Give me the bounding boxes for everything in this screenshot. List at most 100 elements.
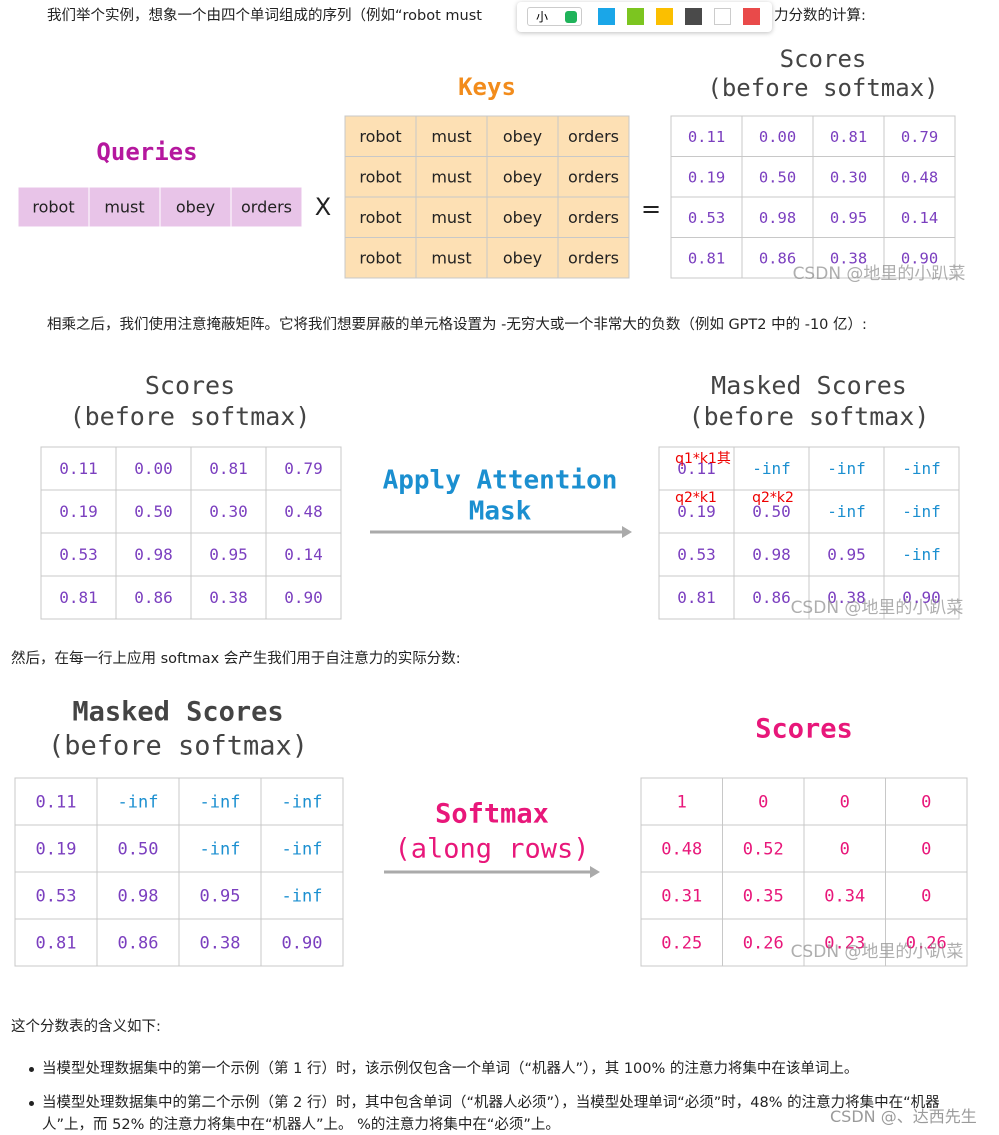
cell-text: 0.81 bbox=[59, 588, 98, 607]
grid-cell bbox=[812, 156, 885, 198]
cell-text: 0.11 bbox=[36, 793, 77, 813]
grid-cell bbox=[803, 777, 886, 826]
cell-text: 0.95 bbox=[209, 545, 248, 564]
cell-text: orders bbox=[568, 167, 619, 186]
cell-text: -inf bbox=[282, 793, 323, 813]
grid-cell bbox=[40, 446, 117, 491]
grid-cell bbox=[115, 489, 192, 534]
grid-cell bbox=[557, 115, 630, 157]
cell-text: 0.98 bbox=[759, 209, 796, 227]
grid-cell bbox=[96, 918, 180, 967]
cell-text: 0.95 bbox=[827, 545, 866, 564]
grid-cell bbox=[640, 918, 723, 967]
cell-text: 0.53 bbox=[688, 209, 725, 227]
grid-cell bbox=[883, 237, 956, 279]
color-swatch[interactable] bbox=[743, 8, 760, 25]
cell-text: 0 bbox=[840, 793, 850, 813]
cell-text: robot bbox=[359, 167, 401, 186]
grid-cell bbox=[557, 196, 630, 238]
cell-text: 0.38 bbox=[209, 588, 248, 607]
cell-text: robot bbox=[359, 208, 401, 227]
cell-text: 0.53 bbox=[59, 545, 98, 564]
cell-text: robot bbox=[359, 127, 401, 146]
grid-cell bbox=[190, 532, 267, 577]
cell-text: 0.30 bbox=[209, 502, 248, 521]
cell-text: orders bbox=[568, 248, 619, 267]
figure-title: (before softmax) bbox=[707, 74, 938, 102]
grid-cell bbox=[883, 115, 956, 157]
grid-cell bbox=[733, 446, 810, 491]
cell-text: must bbox=[104, 198, 144, 217]
cell-text: 0.11 bbox=[688, 128, 725, 146]
cell-text: 0.86 bbox=[752, 588, 791, 607]
cell-text: 0.34 bbox=[824, 887, 865, 907]
cell-text: obey bbox=[503, 127, 542, 146]
grid-cell bbox=[670, 115, 743, 157]
grid-cell bbox=[808, 575, 885, 620]
color-swatch[interactable] bbox=[627, 8, 644, 25]
grid-cell bbox=[885, 918, 968, 967]
cell-text: 0 bbox=[840, 840, 850, 860]
paragraph: 这个分数表的含义如下: bbox=[11, 1019, 161, 1035]
grid-cell bbox=[88, 186, 161, 228]
cell-text: 0.98 bbox=[752, 545, 791, 564]
color-swatch[interactable] bbox=[685, 8, 702, 25]
paragraph: 然后，在每一行上应用 softmax 会产生我们用于自注意力的实际分数: bbox=[11, 651, 461, 667]
cell-text: orders bbox=[241, 198, 292, 217]
cell-text: obey bbox=[503, 208, 542, 227]
cell-text: 0.19 bbox=[36, 840, 77, 860]
color-swatch[interactable] bbox=[598, 8, 615, 25]
cell-text: obey bbox=[503, 248, 542, 267]
cell-text: -inf bbox=[827, 459, 866, 478]
grid-cell bbox=[178, 777, 262, 826]
size-select[interactable]: 小 bbox=[527, 7, 582, 26]
cell-text: 0.98 bbox=[118, 887, 159, 907]
grid-cell bbox=[812, 237, 885, 279]
grid-cell bbox=[883, 532, 960, 577]
color-swatch[interactable] bbox=[656, 8, 673, 25]
cell-text: 0.35 bbox=[743, 887, 784, 907]
grid-cell bbox=[883, 489, 960, 534]
cell-text: 0.81 bbox=[688, 249, 725, 267]
grid-cell bbox=[670, 156, 743, 198]
cell-text: 0.25 bbox=[661, 934, 702, 954]
cell-text: 0.95 bbox=[830, 209, 867, 227]
operator: = bbox=[641, 195, 661, 223]
cell-text: 0.38 bbox=[200, 934, 241, 954]
grid-cell bbox=[265, 532, 342, 577]
grid-cell bbox=[885, 871, 968, 920]
cell-text: 0.50 bbox=[118, 840, 159, 860]
cell-text: 0.48 bbox=[901, 168, 938, 186]
figure-title: Masked Scores bbox=[72, 697, 283, 728]
grid-cell bbox=[883, 446, 960, 491]
cell-text: 0.81 bbox=[677, 588, 716, 607]
cell-text: -inf bbox=[200, 840, 241, 860]
cell-text: must bbox=[431, 248, 471, 267]
bullet: 当模型处理数据集中的第二个示例（第 2 行）时，其中包含单词（“机器人必须”），… bbox=[29, 1092, 967, 1135]
grid-cell bbox=[190, 489, 267, 534]
cell-text: 0.81 bbox=[830, 128, 867, 146]
grid-cell bbox=[722, 918, 805, 967]
arrow-head bbox=[590, 866, 600, 878]
cell-text: 0.38 bbox=[830, 249, 867, 267]
cell-text: 0.53 bbox=[36, 887, 77, 907]
cell-text: robot bbox=[359, 248, 401, 267]
cell-text: 0.48 bbox=[661, 840, 702, 860]
grid-cell bbox=[741, 237, 814, 279]
grid-cell bbox=[486, 237, 559, 279]
cell-text: 0.86 bbox=[134, 588, 173, 607]
grid-cell bbox=[178, 918, 262, 967]
cell-text: 0.11 bbox=[59, 459, 98, 478]
cell-text: 0.81 bbox=[36, 934, 77, 954]
grid-cell bbox=[260, 918, 344, 967]
grid-cell bbox=[115, 446, 192, 491]
grid-cell bbox=[415, 115, 488, 157]
cell-text: 0.48 bbox=[284, 502, 323, 521]
cell-text: 0.50 bbox=[759, 168, 796, 186]
color-swatch[interactable] bbox=[714, 8, 731, 25]
cell-text: 0.86 bbox=[759, 249, 796, 267]
grid-cell bbox=[115, 575, 192, 620]
cell-text: 0.52 bbox=[743, 840, 784, 860]
grid-cell bbox=[658, 575, 735, 620]
